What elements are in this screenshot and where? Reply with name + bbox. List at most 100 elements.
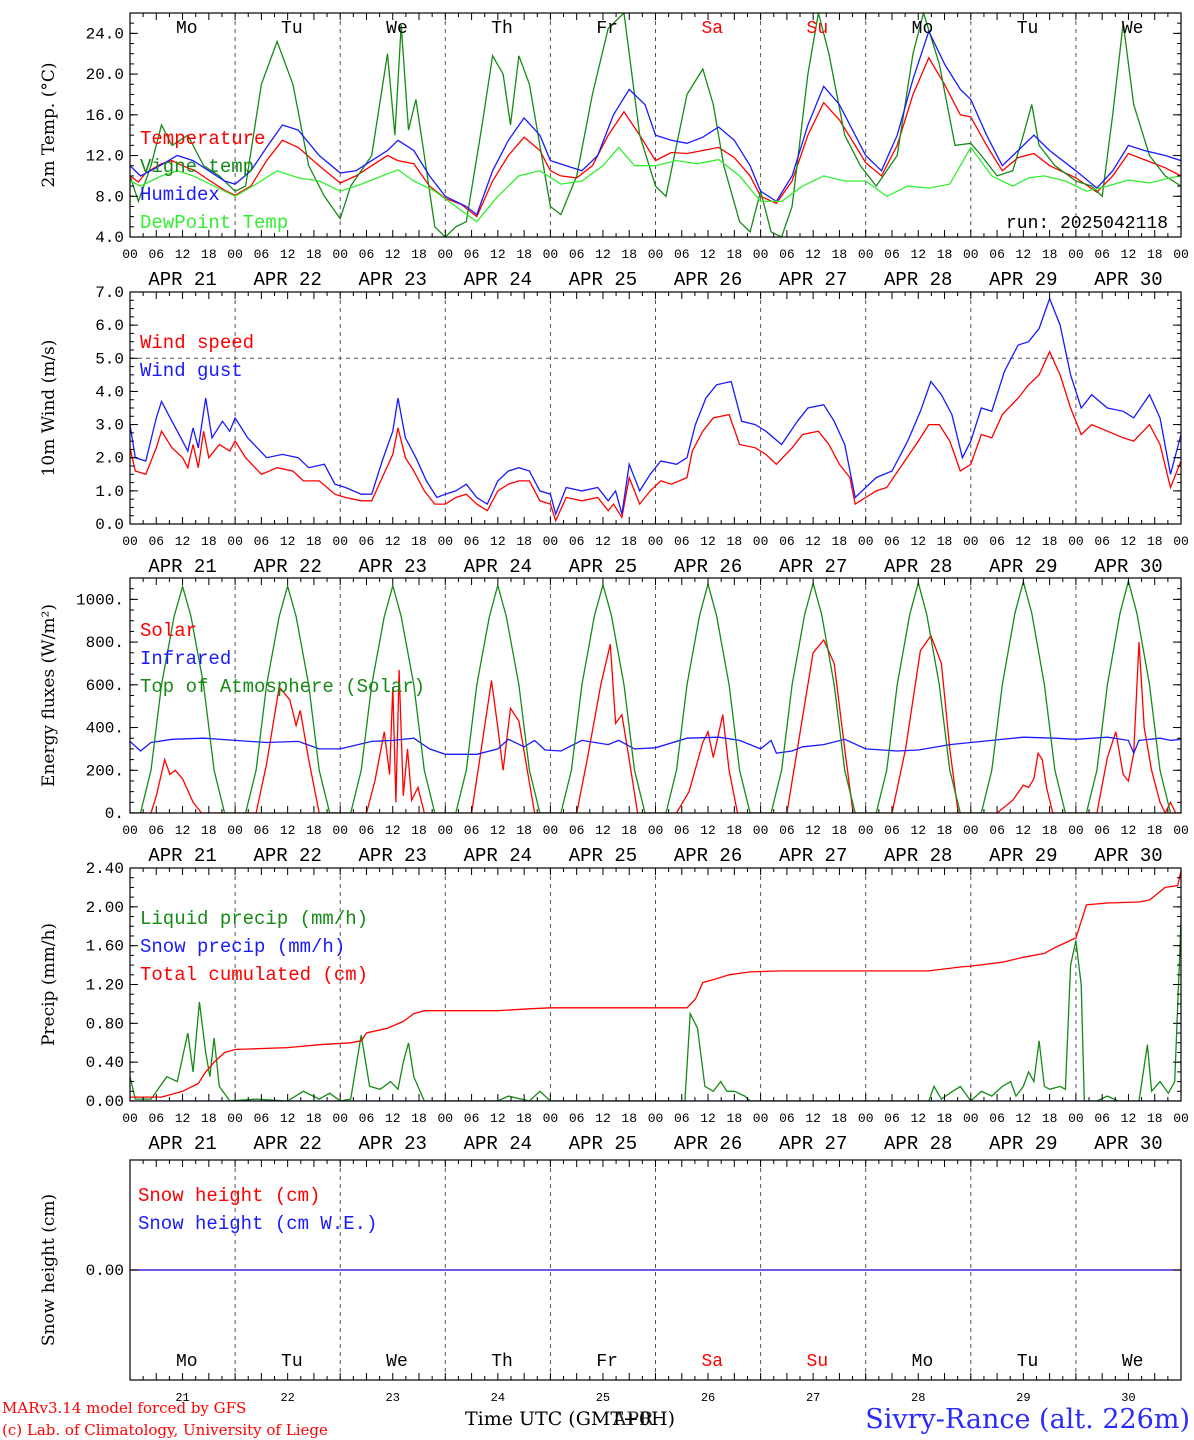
y-tick-label: 1.60 <box>86 938 124 956</box>
x-date-label: APR 21 <box>148 845 216 867</box>
x-hour-label: 12 <box>280 247 296 262</box>
series-line-energy-1 <box>130 736 1181 755</box>
x-hour-label: 06 <box>989 823 1005 838</box>
x-hour-label: 12 <box>385 1111 401 1126</box>
y-tick-label: 16.0 <box>86 107 124 125</box>
copyright-credit: (c) Lab. of Climatology, University of L… <box>2 1421 328 1439</box>
x-hour-label: 12 <box>910 1111 926 1126</box>
series-group <box>130 578 1181 813</box>
x-hour-label: 12 <box>490 247 506 262</box>
x-hour-label: 00 <box>648 1111 664 1126</box>
legend-entry: Temperature <box>140 128 265 150</box>
y-tick-label: 0. <box>105 805 124 823</box>
y-tick-label: 12.0 <box>86 148 124 166</box>
x-hour-label: 18 <box>937 823 953 838</box>
series-line-precip-0 <box>130 921 1181 1101</box>
series-line-temp-1 <box>130 13 1181 237</box>
x-hour-label: 00 <box>648 247 664 262</box>
x-hour-label: 12 <box>805 534 821 549</box>
x-hour-label: 12 <box>175 823 191 838</box>
day-name-label: Fr <box>596 19 618 39</box>
x-hour-label: 12 <box>280 534 296 549</box>
legend-entry: DewPoint Temp <box>140 212 288 234</box>
x-hour-label: 06 <box>359 1111 375 1126</box>
x-date-label: APR 29 <box>989 845 1057 867</box>
x-hour-label: 18 <box>1147 534 1163 549</box>
x-date-label: APR 21 <box>148 556 216 578</box>
panel-wind: 0.0 1.0 2.0 3.0 4.0 5.0 6.0 7.0 10m Wind (m/s) Wi… <box>39 284 1189 578</box>
x-hour-label: 06 <box>569 1111 585 1126</box>
x-hour-label: 06 <box>148 534 164 549</box>
x-hour-label: 18 <box>1042 247 1058 262</box>
day-name-label: We <box>386 19 408 39</box>
x-hour-label: 00 <box>332 823 348 838</box>
legend-entry: Infrared <box>140 648 231 670</box>
series-group <box>130 870 1181 1101</box>
x-hour-label: 18 <box>1042 1111 1058 1126</box>
y-tick-label: 200. <box>86 762 124 780</box>
x-hour-label: 06 <box>989 1111 1005 1126</box>
x-hour-label: 00 <box>753 1111 769 1126</box>
x-hour-label: 12 <box>280 823 296 838</box>
x-hour-label: 12 <box>1121 247 1137 262</box>
x-hour-label: 00 <box>753 247 769 262</box>
x-hour-label: 18 <box>306 247 322 262</box>
x-hour-label: 06 <box>148 823 164 838</box>
series-line-energy-0 <box>130 634 1181 813</box>
x-hour-label: 12 <box>175 1111 191 1126</box>
x-hour-label: 06 <box>1094 247 1110 262</box>
x-hour-label: 12 <box>595 1111 611 1126</box>
series-line-temp-0 <box>130 56 1181 218</box>
x-hour-label: 06 <box>569 247 585 262</box>
x-hour-label: 12 <box>910 247 926 262</box>
legend-entry: Snow height (cm W.E.) <box>138 1213 377 1235</box>
x-hour-label: 12 <box>595 823 611 838</box>
x-hour-label: 06 <box>989 247 1005 262</box>
x-date-label: APR 24 <box>464 556 532 578</box>
x-hour-label: 12 <box>1016 1111 1032 1126</box>
series-group <box>130 13 1181 237</box>
x-hour-label: 12 <box>385 534 401 549</box>
x-hour-label: 06 <box>884 247 900 262</box>
x-date-label: APR 27 <box>779 556 847 578</box>
panel-temp: 4.0 8.0 12.0 16.0 20.0 24.0 2m Temp. (°C) Tempe… <box>39 12 1189 291</box>
day-name-label: Mo <box>912 19 934 39</box>
x-hour-label: 18 <box>937 247 953 262</box>
y-tick-label: 5.0 <box>95 350 124 368</box>
x-hour-label: 18 <box>621 247 637 262</box>
x-date-label: APR 22 <box>253 269 321 291</box>
x-hour-label: 00 <box>122 247 138 262</box>
y-tick-label: 0.00 <box>86 1262 124 1280</box>
x-hour-label: 00 <box>1173 534 1189 549</box>
x-hour-label: 12 <box>280 1111 296 1126</box>
x-date-label: APR 25 <box>569 845 637 867</box>
x-hour-label: 00 <box>963 823 979 838</box>
legend-entry: Top of Atmosphere (Solar) <box>140 676 425 698</box>
x-hour-label: 00 <box>332 1111 348 1126</box>
y-tick-label: 2.0 <box>95 450 124 468</box>
x-hour-label: 00 <box>437 534 453 549</box>
x-hour-label: 00 <box>1173 247 1189 262</box>
x-hour-label: 00 <box>858 534 874 549</box>
x-hour-label: 12 <box>1121 534 1137 549</box>
series-line-wind-0 <box>130 350 1181 523</box>
x-hour-label: 18 <box>937 1111 953 1126</box>
x-hour-label: 12 <box>175 247 191 262</box>
y-tick-label: 24.0 <box>86 25 124 43</box>
footer: MARv3.14 model forced by GFS (c) Lab. of … <box>2 1399 1190 1439</box>
x-hour-label: 12 <box>385 247 401 262</box>
x-hour-label: 00 <box>1068 823 1084 838</box>
x-hour-label: 00 <box>543 823 559 838</box>
y-tick-label: 0.80 <box>86 1015 124 1033</box>
y-tick-label: 3.0 <box>95 417 124 435</box>
day-name-label: Tu <box>1017 19 1039 39</box>
x-hour-label: 00 <box>437 247 453 262</box>
x-date-label: APR 26 <box>674 269 742 291</box>
x-hour-label: 12 <box>910 534 926 549</box>
x-hour-label: 06 <box>464 534 480 549</box>
x-hour-label: 06 <box>674 534 690 549</box>
x-hour-label: 12 <box>805 247 821 262</box>
x-hour-label: 12 <box>490 1111 506 1126</box>
x-hour-label: 06 <box>359 823 375 838</box>
